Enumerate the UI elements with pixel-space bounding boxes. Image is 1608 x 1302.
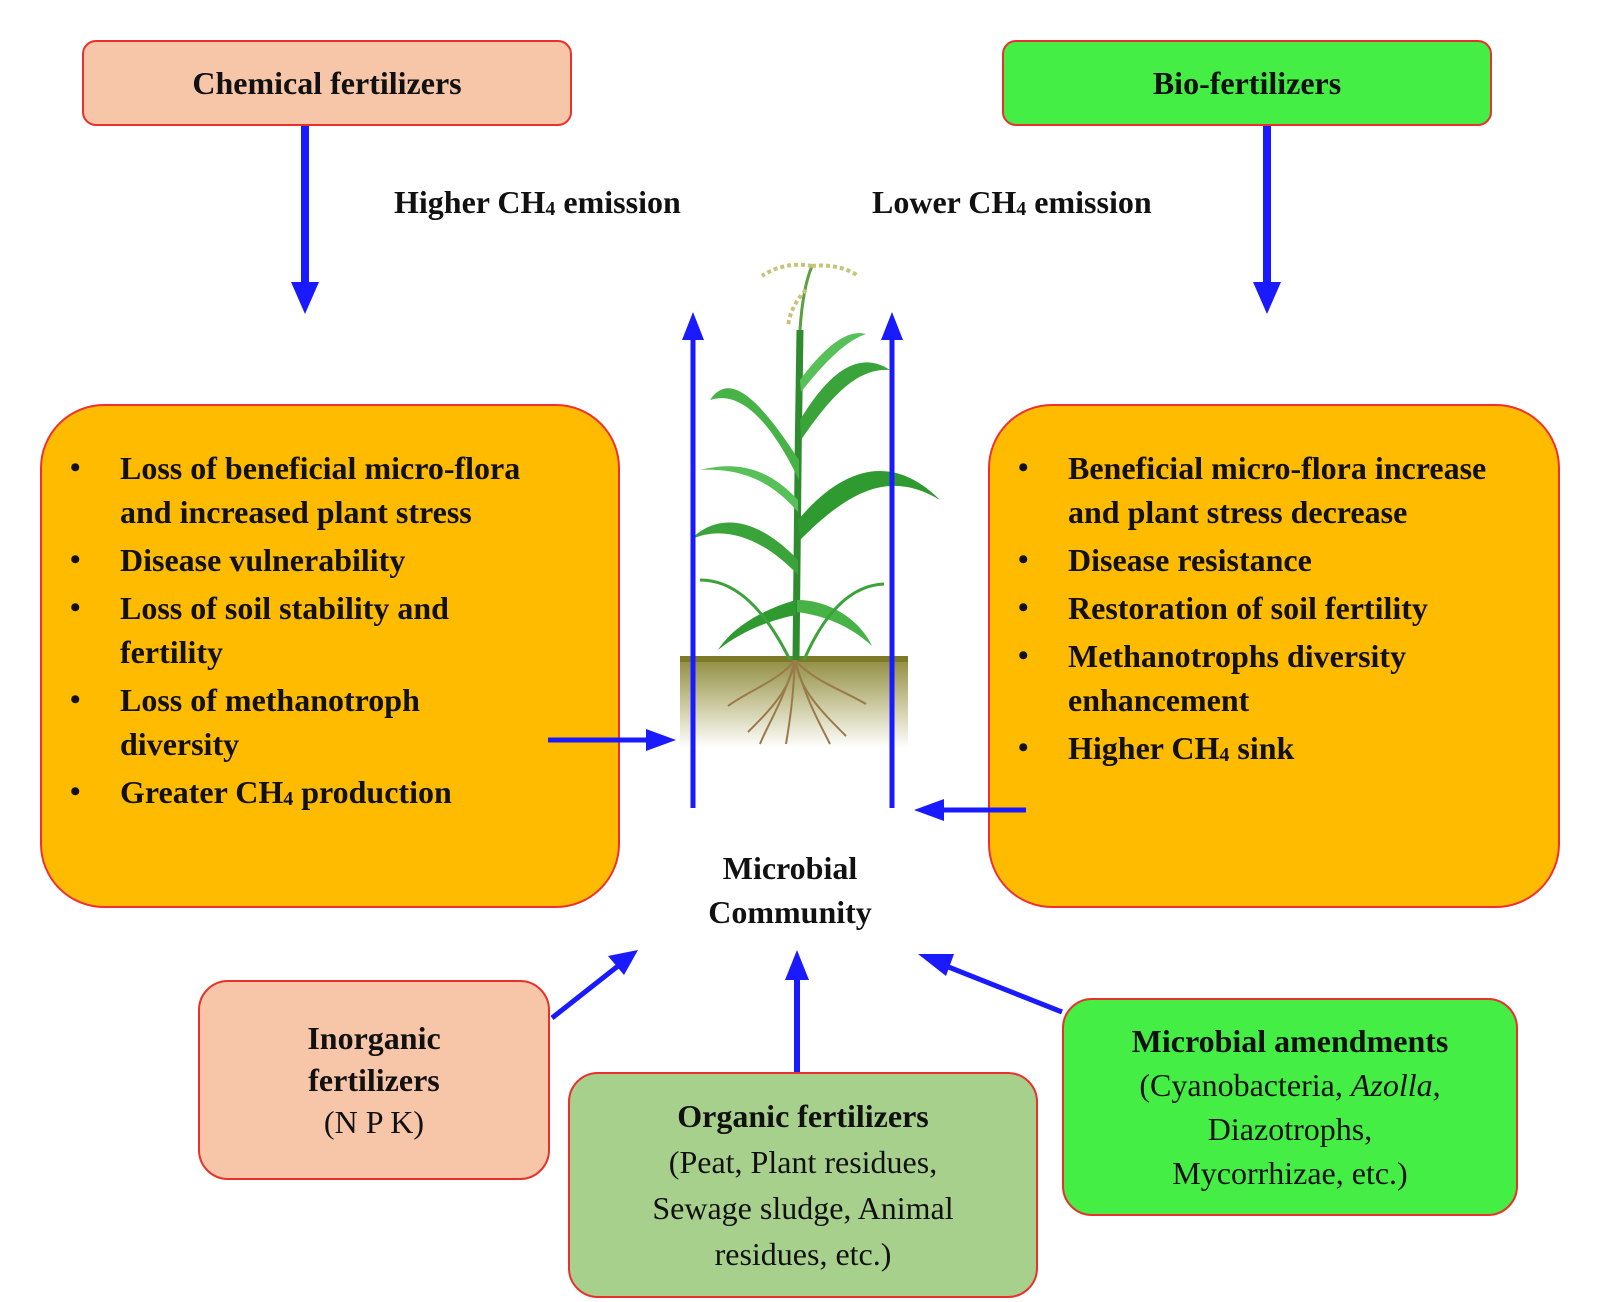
higher-emission-label: Higher CH4 emission [394,184,681,220]
list-item: Loss of beneficial micro-flora and incre… [42,446,548,534]
bio-effects-list: Beneficial micro-flora increase and plan… [990,446,1518,777]
list-item: Restoration of soil fertility [990,586,1518,630]
list-item: Disease vulnerability [42,538,548,582]
arrow-higher-emission-up [682,312,704,808]
list-item: Higher CH4 sink [990,726,1518,777]
lower-emission-label: Lower CH4 emission [872,184,1152,220]
list-item: Loss of methanotroph diversity [42,678,548,766]
list-item: Greater CH4 production [42,770,548,821]
list-item: Loss of soil stability and fertility [42,586,548,674]
arrow-chemical-to-plant [548,729,676,751]
list-item: Disease resistance [990,538,1518,582]
bio-fertilizers-label: Bio-fertilizers [1152,64,1342,101]
arrow-inorganic-to-community [550,950,638,1020]
flow-arrows [291,126,1281,1072]
list-item: Beneficial micro-flora increase and plan… [990,446,1518,534]
organic-fertilizers-box: Organic fertilizers (Peat, Plant residue… [568,1072,1038,1298]
roots-illustration [727,659,867,745]
arrow-lower-emission-up [881,312,903,808]
inorganic-fertilizers-box: Inorganic fertilizers (N P K) [198,980,550,1180]
list-item: Methanotrophs diversity enhancement [990,634,1518,722]
arrow-microbial-to-community [918,954,1063,1015]
arrow-chemical-down [291,126,319,314]
arrow-bio-down [1253,126,1281,314]
rice-plant-illustration [690,262,940,661]
chemical-effects-box: Loss of beneficial micro-flora and incre… [40,404,620,908]
chemical-fertilizers-label: Chemical fertilizers [192,64,462,101]
bio-effects-box: Beneficial micro-flora increase and plan… [988,404,1560,908]
microbial-community-label: Microbial Community [708,850,872,930]
bio-fertilizers-box: Bio-fertilizers [1002,40,1492,126]
arrow-bio-to-plant [914,799,1026,821]
chemical-effects-list: Loss of beneficial micro-flora and incre… [42,446,548,821]
arrow-organic-to-community [785,950,809,1072]
chemical-fertilizers-box: Chemical fertilizers [82,40,572,126]
microbial-amendments-box: Microbial amendments (Cyanobacteria, Azo… [1062,998,1518,1216]
